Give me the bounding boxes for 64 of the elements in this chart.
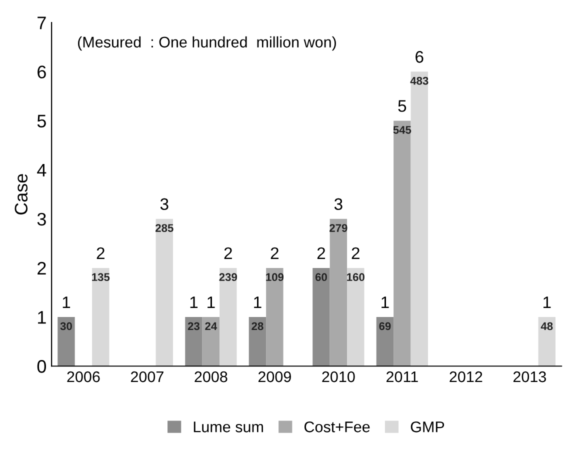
data-label: 2 xyxy=(317,247,326,259)
annotation: 239 xyxy=(219,273,238,282)
y-tick-label: 3 xyxy=(37,212,46,226)
data-label: 1 xyxy=(208,296,215,308)
annotation: 160 xyxy=(347,273,364,282)
bar xyxy=(330,218,348,366)
data-label: 3 xyxy=(160,198,168,210)
data-label: 1 xyxy=(254,296,262,308)
x-tick-label: 2008 xyxy=(194,371,228,382)
data-label: 2 xyxy=(96,247,104,259)
bar xyxy=(58,317,75,366)
annotation: 483 xyxy=(410,76,428,85)
x-tick-label: 2010 xyxy=(322,371,355,382)
data-label: 1 xyxy=(544,296,551,308)
data-label: 1 xyxy=(62,296,70,308)
x-tick-label: 2013 xyxy=(513,371,546,382)
annotation: 109 xyxy=(266,273,284,282)
bar xyxy=(92,268,110,366)
legend-label: Cost+Fee xyxy=(304,421,370,432)
data-label: 1 xyxy=(382,296,389,308)
x-tick-label: 2011 xyxy=(386,371,418,382)
x-tick-label: 2006 xyxy=(67,371,100,382)
data-label: 6 xyxy=(416,51,424,63)
annotation: 60 xyxy=(315,273,327,282)
annotation: 24 xyxy=(205,322,218,330)
data-label: 2 xyxy=(224,247,232,259)
bar xyxy=(312,268,330,366)
annotation: 28 xyxy=(252,322,264,330)
y-tick-label: 2 xyxy=(38,262,46,275)
bar xyxy=(248,317,266,366)
bar xyxy=(394,120,411,366)
y-tick-label: 6 xyxy=(38,66,46,78)
annotation: 69 xyxy=(379,322,391,330)
bar xyxy=(376,317,394,366)
x-tick-label: 2009 xyxy=(258,371,291,382)
data-label: 2 xyxy=(352,247,360,259)
bar xyxy=(220,268,237,366)
data-label: 2 xyxy=(270,247,278,259)
annotation: 48 xyxy=(540,322,553,330)
legend-label: GMP xyxy=(410,421,444,432)
data-label: 3 xyxy=(334,198,342,210)
y-tick-label: 4 xyxy=(37,164,46,176)
y-tick-label: 5 xyxy=(37,114,46,128)
x-tick-label: 2012 xyxy=(450,371,482,382)
bar xyxy=(185,317,202,366)
data-label: 5 xyxy=(398,100,406,112)
bar xyxy=(347,268,364,366)
bar xyxy=(202,317,220,366)
annotation: 23 xyxy=(188,322,200,330)
x-tick-label: 2007 xyxy=(130,371,164,382)
bar xyxy=(266,268,284,366)
y-tick-label: 1 xyxy=(38,311,46,324)
y-tick-label: 7 xyxy=(38,16,46,30)
annotation: 285 xyxy=(156,224,174,232)
annotation: 30 xyxy=(60,322,72,330)
bar xyxy=(538,317,556,366)
y-axis-title: Case xyxy=(14,174,28,215)
legend-label: Lume sum xyxy=(194,422,263,432)
annotation: (Mesured : One hundred million won) xyxy=(78,36,336,51)
bar xyxy=(156,218,174,366)
bar xyxy=(410,72,428,366)
y-tick-label: 0 xyxy=(37,360,46,373)
annotation: 135 xyxy=(92,273,110,282)
data-label: 1 xyxy=(190,296,198,308)
